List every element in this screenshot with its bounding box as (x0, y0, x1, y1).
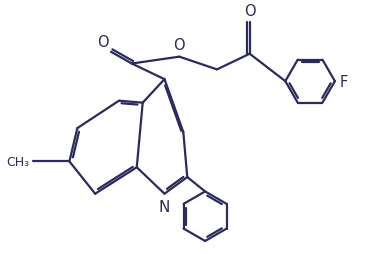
Text: F: F (339, 74, 348, 89)
Text: O: O (244, 4, 256, 19)
Text: O: O (174, 38, 185, 53)
Text: O: O (97, 35, 109, 50)
Text: CH₃: CH₃ (7, 155, 29, 168)
Text: N: N (159, 199, 170, 214)
